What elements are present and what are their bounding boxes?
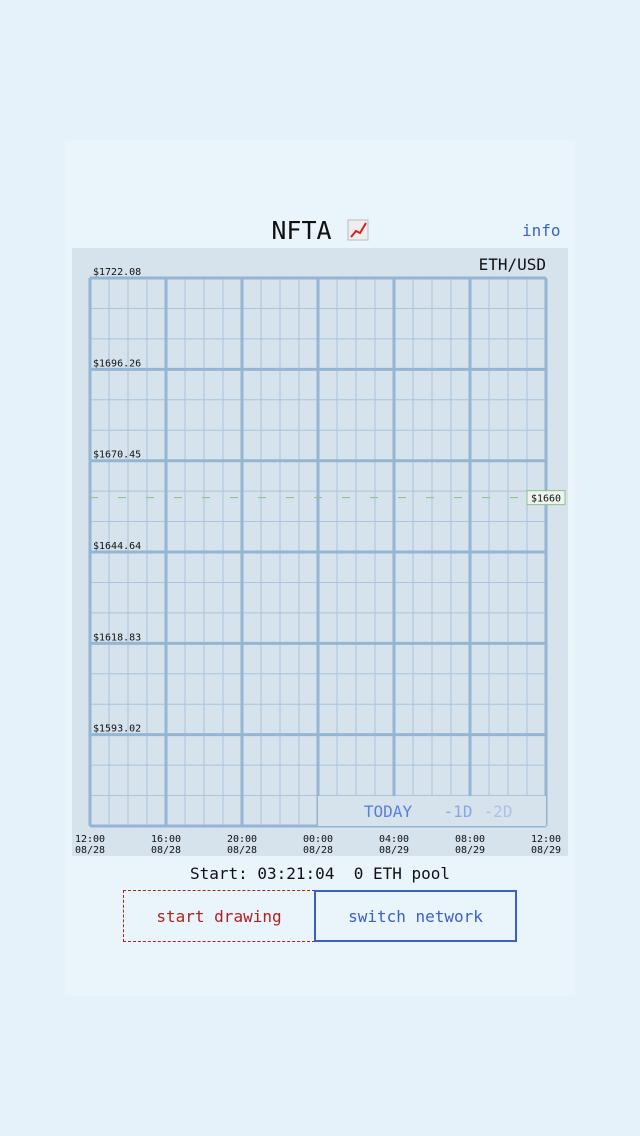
x-tick-date: 08/29 bbox=[531, 845, 561, 856]
pool-size: 0 ETH pool bbox=[353, 864, 451, 883]
x-tick-time: 20:00 bbox=[227, 834, 257, 845]
start-time: Start: 03:21:04 bbox=[189, 864, 335, 883]
app-title: NFTA bbox=[271, 216, 332, 245]
x-tick-label: 08:00 08/29 bbox=[455, 834, 485, 856]
y-tick-label: $1670.45 bbox=[93, 450, 141, 461]
x-tick-time: 12:00 bbox=[531, 834, 561, 845]
range-option[interactable]: -2D bbox=[484, 802, 513, 821]
start-drawing-button[interactable]: start drawing bbox=[123, 890, 315, 942]
y-tick-label: $1696.26 bbox=[93, 358, 141, 369]
x-tick-date: 08/28 bbox=[227, 845, 257, 856]
x-tick-time: 08:00 bbox=[455, 834, 485, 845]
x-tick-label: 04:00 08/29 bbox=[379, 834, 409, 856]
x-tick-time: 00:00 bbox=[303, 834, 333, 845]
range-selector bbox=[318, 796, 546, 826]
x-tick-label: 20:00 08/28 bbox=[227, 834, 257, 856]
x-tick-label: 12:00 08/28 bbox=[75, 834, 105, 856]
y-tick-label: $1722.08 bbox=[93, 267, 141, 278]
x-tick-date: 08/29 bbox=[455, 845, 485, 856]
y-tick-label: $1593.02 bbox=[93, 724, 141, 735]
info-link[interactable]: info bbox=[522, 221, 561, 240]
switch-network-button[interactable]: switch network bbox=[314, 890, 517, 942]
x-tick-date: 08/28 bbox=[151, 845, 181, 856]
pair-label: ETH/USD bbox=[479, 255, 546, 274]
y-tick-label: $1618.83 bbox=[93, 632, 141, 643]
x-tick-date: 08/28 bbox=[303, 845, 333, 856]
price-tag bbox=[526, 490, 566, 506]
x-tick-time: 12:00 bbox=[75, 834, 105, 845]
x-tick-label: 00:00 08/28 bbox=[303, 834, 333, 856]
x-tick-date: 08/29 bbox=[379, 845, 409, 856]
status-line: Start: 03:21:04 0 ETH pool bbox=[0, 864, 640, 883]
x-tick-label: 16:00 08/28 bbox=[151, 834, 181, 856]
x-tick-time: 04:00 bbox=[379, 834, 409, 845]
x-tick-date: 08/28 bbox=[75, 845, 105, 856]
price-label: $1660 bbox=[531, 494, 561, 505]
x-tick-time: 16:00 bbox=[151, 834, 181, 845]
price-chart: ETH/USD $1722.08 $1696.26 $1670.45 $1644.64… bbox=[72, 248, 568, 856]
y-tick-label: $1644.64 bbox=[93, 541, 141, 552]
range-option[interactable]: -1D bbox=[444, 802, 473, 821]
title-row: NFTA bbox=[0, 216, 640, 245]
range-option[interactable]: TODAY bbox=[364, 802, 413, 821]
chart-icon bbox=[347, 219, 369, 241]
x-tick-label: 12:00 08/29 bbox=[531, 834, 561, 856]
